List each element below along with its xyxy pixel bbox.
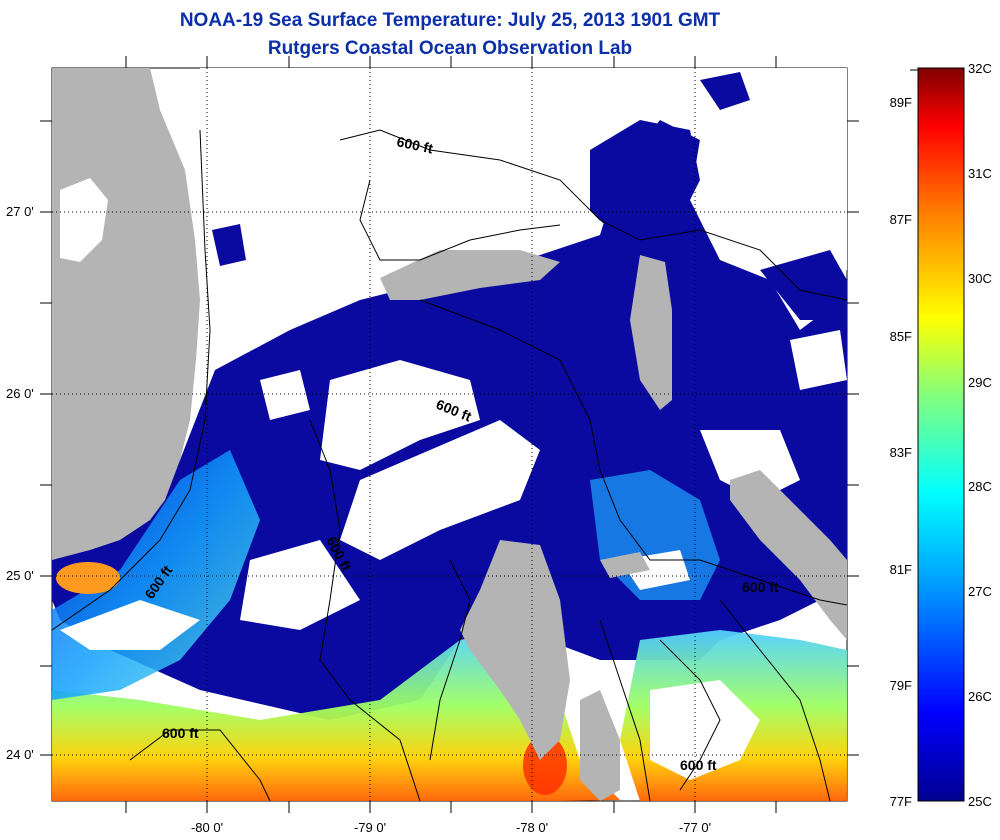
cloud-patch	[320, 360, 480, 470]
sst-warm-keys	[56, 562, 120, 594]
cloud-patch	[260, 370, 310, 420]
sst-warm-south	[52, 630, 620, 801]
abaco-island	[630, 255, 672, 410]
graticule	[52, 68, 847, 801]
lon-label: -77 0'	[679, 820, 711, 835]
colorbar-celsius-label: 29C	[968, 375, 992, 390]
colorbar-celsius-label: 26C	[968, 689, 992, 704]
colorbar	[917, 67, 965, 802]
colorbar-fahrenheit-label: 85F	[890, 329, 912, 344]
lon-label: -79 0'	[354, 820, 386, 835]
depth-contours	[52, 129, 847, 801]
colorbar-fahrenheit-label: 81F	[890, 562, 912, 577]
sst-north-cluster	[590, 120, 700, 240]
lake-okeechobee	[60, 178, 108, 262]
lat-label: 25 0'	[6, 568, 34, 583]
contour-label: 600 ft	[162, 725, 199, 741]
exuma-cays	[580, 690, 620, 801]
lat-label: 26 0'	[6, 386, 34, 401]
lon-label: -78 0'	[516, 820, 548, 835]
cloud-patch	[700, 430, 800, 500]
sst-hotspot-andros	[523, 735, 567, 795]
sst-north-cluster	[700, 72, 750, 110]
colorbar-celsius-label: 28C	[968, 479, 992, 494]
sst-north-cluster	[760, 250, 847, 320]
colorbar-celsius-label: 25C	[968, 794, 992, 809]
contour-label: 600 ft	[680, 757, 717, 773]
edge-ticks	[40, 56, 859, 813]
cloud-patch	[340, 420, 540, 560]
colorbar-fahrenheit-label: 79F	[890, 678, 912, 693]
colorbar-celsius-label: 30C	[968, 271, 992, 286]
lat-label: 24 0'	[6, 747, 34, 762]
colorbar-fahrenheit-label: 89F	[890, 95, 912, 110]
colorbar-celsius-label: 31C	[968, 166, 992, 181]
eleuthera-island	[730, 470, 847, 640]
contour-label: 600 ft	[395, 133, 434, 156]
grand-bahama-island	[380, 250, 560, 300]
sst-north-cluster	[212, 224, 246, 266]
colorbar-celsius-label: 32C	[968, 61, 992, 76]
colorbar-celsius-label: 27C	[968, 584, 992, 599]
andros-island	[460, 540, 570, 760]
cloud-north	[200, 68, 847, 360]
contour-label: 600 ft	[742, 579, 779, 595]
cloud-patch	[60, 600, 200, 650]
map-title: NOAA-19 Sea Surface Temperature: July 25…	[179, 10, 721, 31]
lat-label: 27 0'	[6, 204, 34, 219]
map-subtitle: Rutgers Coastal Ocean Observation Lab	[267, 38, 633, 59]
colorbar-fahrenheit-label: 87F	[890, 212, 912, 227]
cloud-patch	[240, 540, 360, 630]
new-providence-island	[600, 552, 650, 578]
colorbar-fahrenheit-label: 77F	[890, 794, 912, 809]
lon-label: -80 0'	[191, 820, 223, 835]
cloud-patch	[790, 330, 847, 390]
colorbar-fahrenheit-label: 83F	[890, 445, 912, 460]
